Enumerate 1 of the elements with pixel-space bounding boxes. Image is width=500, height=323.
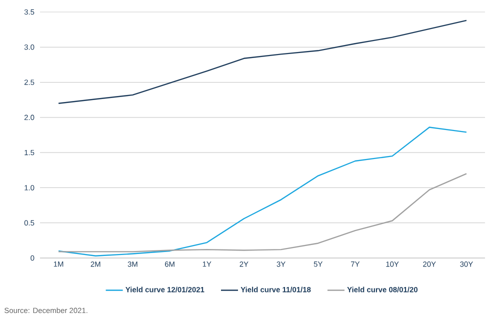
line-series xyxy=(58,126,468,256)
